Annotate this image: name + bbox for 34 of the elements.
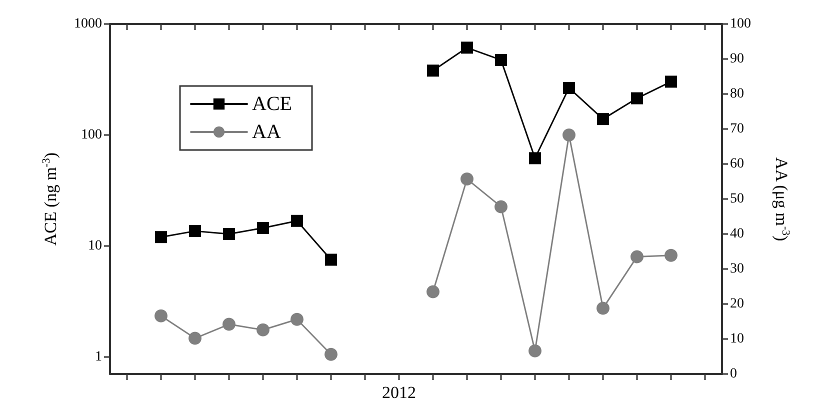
- point: [155, 231, 167, 244]
- point: [291, 214, 303, 227]
- y2-tick-label: 70: [730, 122, 744, 136]
- point: [325, 254, 337, 266]
- legend-label: AA: [252, 121, 282, 143]
- y2-tick-label: 80: [730, 86, 744, 102]
- point: [495, 54, 507, 66]
- y2-tick-label: 10: [730, 332, 744, 346]
- y2-axis-title: AA (μg m-3): [772, 157, 792, 242]
- y2-tick-label: 20: [730, 296, 744, 312]
- point: [563, 82, 575, 94]
- point: [461, 42, 473, 54]
- point: [665, 76, 677, 88]
- y2-tick-label: 50: [730, 192, 744, 206]
- point: [189, 225, 201, 238]
- y-tick-label: 10: [88, 238, 102, 254]
- point: [631, 92, 643, 104]
- y-tick-label: 1000: [74, 16, 102, 32]
- legend-label: ACE: [252, 93, 292, 115]
- point: [529, 152, 541, 164]
- y-tick-label: 100: [81, 127, 102, 142]
- point: [427, 64, 439, 77]
- point: [223, 228, 235, 240]
- y2-tick-label: 40: [730, 226, 744, 242]
- y2-tick-label: 30: [730, 262, 744, 276]
- y-tick-label: 1: [95, 349, 102, 364]
- y2-tick-label: 90: [730, 52, 744, 66]
- y-axis-title: ACE (ng m-3): [40, 152, 60, 246]
- y2-tick-label: 60: [730, 156, 744, 172]
- x-tick-label: 2012: [382, 383, 416, 402]
- point: [597, 113, 609, 126]
- point: [257, 222, 269, 234]
- y2-tick-label: 0: [730, 366, 737, 382]
- y2-tick-label: 100: [730, 16, 751, 32]
